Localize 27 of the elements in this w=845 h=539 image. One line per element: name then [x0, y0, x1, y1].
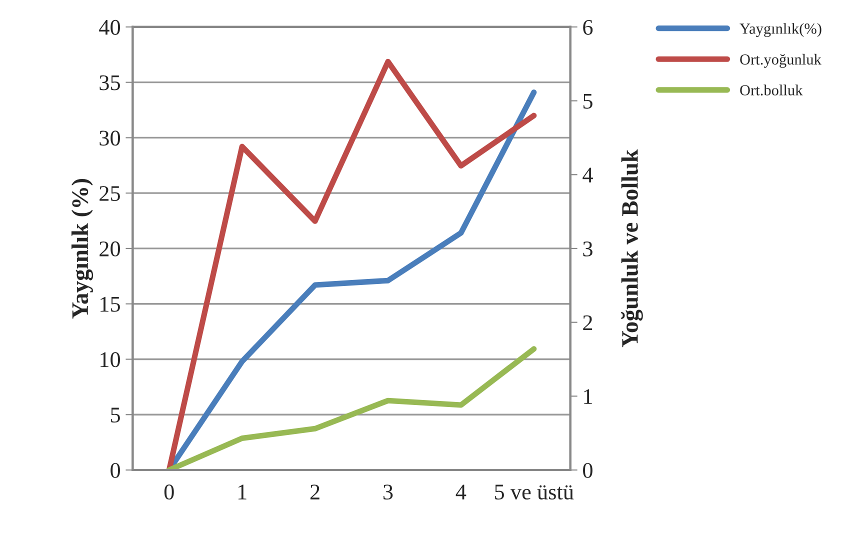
y-tick-label: 30 [100, 130, 120, 146]
y2-tick-label: 6 [583, 20, 593, 35]
y-tick-label: 0 [110, 462, 120, 478]
x-tick-label: 3 [384, 484, 393, 500]
y2-axis-title: Yoğunluk ve Bolluk [621, 149, 643, 348]
y-tick-label: 40 [99, 20, 120, 35]
y-tick-label: 15 [100, 296, 120, 312]
x-tick-label: 0 [164, 484, 174, 500]
y2-tick-label: 4 [582, 168, 593, 182]
legend-label: Ort.bolluk [740, 84, 803, 96]
y-tick-label: 5 [111, 408, 120, 423]
legend-label: Yaygınlık(%) [740, 23, 822, 37]
x-tick-label: 1 [238, 484, 246, 500]
y-tick-label: 25 [100, 186, 120, 202]
y2-tick-label: 5 [583, 94, 592, 109]
legend-label: Ort.yoğunluk [740, 54, 822, 68]
y-tick-label: 10 [100, 352, 120, 368]
y2-tick-label: 2 [583, 315, 592, 330]
y2-tick-label: 3 [583, 241, 592, 256]
y-tick-label: 20 [100, 241, 120, 256]
y-axis-title: Yaygınlık (%) [71, 179, 94, 319]
y2-tick-label: 0 [583, 462, 592, 478]
x-tick-label: 5 ve üstü [495, 484, 574, 500]
y-tick-label: 35 [100, 75, 120, 90]
y2-tick-label: 1 [584, 389, 592, 404]
x-tick-label: 2 [310, 484, 320, 500]
x-tick-label: 4 [456, 484, 466, 500]
